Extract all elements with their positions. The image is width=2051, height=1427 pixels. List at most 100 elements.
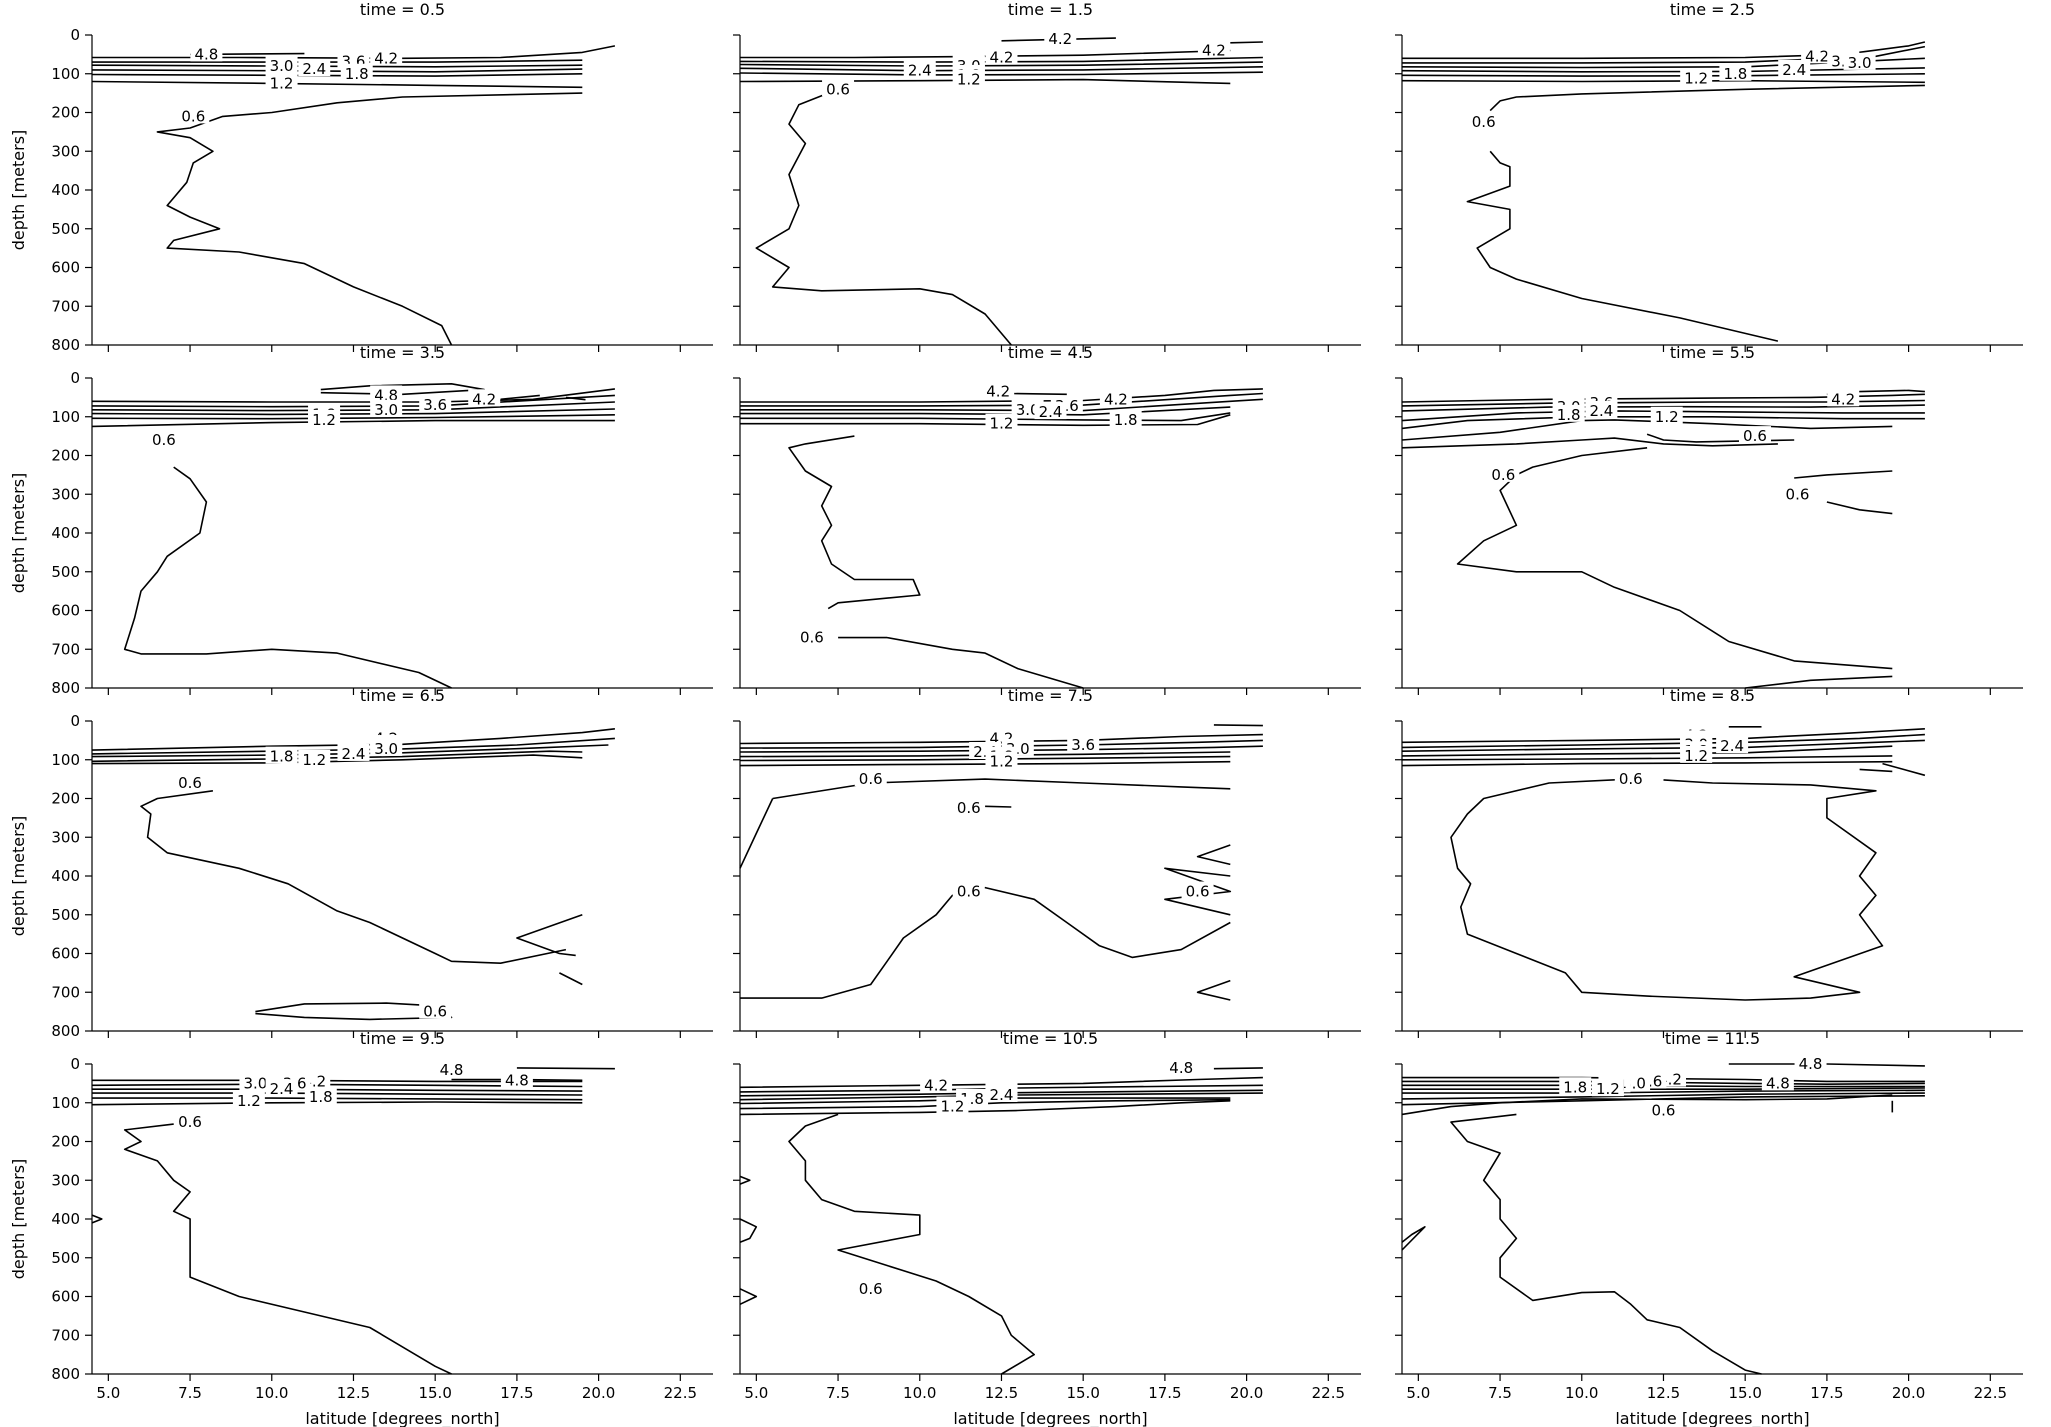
contour-line-2-4 bbox=[1401, 745, 1893, 757]
contour-label-bg bbox=[337, 743, 370, 761]
contour-line-3-6 bbox=[1401, 399, 1925, 407]
contour-label: 0.6 bbox=[859, 1280, 883, 1298]
y-tick-label: 500 bbox=[51, 906, 80, 924]
y-tick-label: 600 bbox=[51, 1288, 80, 1306]
contour-line-0-6 bbox=[91, 1214, 103, 1224]
contour-line-1-8 bbox=[740, 412, 1231, 422]
contour-label: 2.4 bbox=[1782, 61, 1806, 79]
contour-label: 0.6 bbox=[423, 1003, 447, 1021]
contour-line-2-4 bbox=[91, 750, 583, 763]
contour-line-0-6 bbox=[516, 914, 583, 957]
contour-label-bg bbox=[370, 48, 403, 66]
contour-line-1-2 bbox=[1401, 79, 1925, 84]
contour-line-0-6 bbox=[1401, 1094, 1893, 1116]
contour-line-2-4 bbox=[1401, 67, 1925, 73]
contour-line-0-6 bbox=[140, 790, 567, 964]
contour-line-4-2 bbox=[1230, 41, 1263, 44]
contour-label: 0.6 bbox=[800, 629, 824, 647]
contour-label-bg bbox=[903, 60, 936, 78]
contour-label: 4.2 bbox=[1831, 390, 1855, 408]
contour-line-0-6 bbox=[755, 88, 1012, 346]
contour-label: 0.6 bbox=[178, 774, 202, 792]
contour-label: 4.2 bbox=[990, 48, 1014, 66]
contour-label-bg bbox=[1067, 735, 1100, 753]
contour-label: 2.4 bbox=[270, 1080, 294, 1098]
contour-line-0-6 bbox=[1456, 447, 1893, 670]
contour-label-bg bbox=[985, 751, 1018, 769]
contour-label-bg bbox=[190, 44, 223, 62]
contour-line-3-6 bbox=[1402, 45, 1926, 64]
contour-line-1-8 bbox=[1401, 416, 1925, 430]
contour-label: 2.4 bbox=[1039, 403, 1063, 421]
contour-label-bg bbox=[340, 63, 373, 81]
y-tick-label: 800 bbox=[51, 679, 80, 697]
contour-label: 1.2 bbox=[990, 415, 1014, 433]
contour-line-1-8 bbox=[91, 754, 583, 765]
contour-line-0-6 bbox=[838, 636, 1084, 689]
contour-label: 1.2 bbox=[270, 74, 294, 92]
contour-label: 0.6 bbox=[957, 883, 981, 901]
contour-label-bg bbox=[1738, 426, 1771, 444]
contour-line-1-8 bbox=[91, 73, 583, 77]
contour-line-0-6 bbox=[1745, 675, 1893, 689]
contour-line-1-8 bbox=[739, 71, 1263, 76]
contour-line-0-6 bbox=[1450, 778, 1884, 1001]
panel-title: time = 11.5 bbox=[1665, 1029, 1760, 1048]
contour-line-1-2 bbox=[91, 1101, 583, 1106]
y-tick-label: 400 bbox=[51, 524, 80, 542]
contour-label: 3.0 bbox=[1848, 54, 1872, 72]
x-tick-label: 22.5 bbox=[664, 1384, 697, 1402]
contour-label: 1.2 bbox=[1655, 408, 1679, 426]
contour-line-0-6 bbox=[739, 798, 774, 869]
contour-label: 2.4 bbox=[990, 1086, 1014, 1104]
contour-line-4-8 bbox=[1728, 1063, 1925, 1067]
contour-line-1-8 bbox=[1402, 1089, 1925, 1094]
y-tick-label: 500 bbox=[51, 563, 80, 581]
contour-label-bg bbox=[298, 59, 331, 77]
contour-label-bg bbox=[985, 47, 1018, 65]
contour-label-bg bbox=[308, 409, 341, 427]
contour-label-bg bbox=[174, 1112, 207, 1130]
contour-label-bg bbox=[1794, 1054, 1827, 1071]
contour-label-bg bbox=[1591, 1079, 1624, 1097]
y-tick-label: 0 bbox=[70, 712, 80, 730]
contour-line-4-2 bbox=[1402, 41, 1926, 60]
contour-line-0-6 bbox=[739, 1218, 758, 1244]
contour-label: 3.0 bbox=[1016, 401, 1040, 419]
contour-label-bg bbox=[854, 769, 887, 787]
y-tick-label: 100 bbox=[51, 65, 80, 83]
contour-line-1-2 bbox=[1401, 419, 1893, 441]
contour-label: 0.6 bbox=[1472, 113, 1496, 131]
contour-label-bg bbox=[1099, 389, 1132, 407]
panel-1: time = 0.5 0 100 200 300 400 500 600 700 800 depth… bbox=[9, 0, 713, 354]
contour-label-bg bbox=[952, 881, 985, 899]
contour-label-bg bbox=[1680, 68, 1713, 86]
contour-line-0-6 bbox=[1196, 979, 1231, 1001]
contour-line-3 bbox=[740, 398, 1263, 412]
y-tick-label: 100 bbox=[51, 751, 80, 769]
x-tick-label: 12.5 bbox=[1647, 1384, 1680, 1402]
y-tick-label: 600 bbox=[51, 945, 80, 963]
panel-2: time = 1.54.24.24.23.63.02.41.81.20.6 bbox=[733, 0, 1361, 352]
contour-line-0-6 bbox=[1164, 867, 1232, 916]
contour-label: 2.4 bbox=[342, 745, 366, 763]
contour-label-bg bbox=[952, 69, 985, 87]
contour-line-1-2 bbox=[91, 419, 615, 428]
contour-line-0-6 bbox=[772, 778, 1231, 800]
contour-label-bg bbox=[265, 1079, 298, 1097]
contour-label-bg bbox=[1761, 1073, 1794, 1091]
contour-label: 4.8 bbox=[1169, 1059, 1193, 1077]
contour-line-1-2 bbox=[739, 760, 1231, 767]
x-tick-label: 10.0 bbox=[903, 1384, 936, 1402]
y-tick-label: 700 bbox=[51, 640, 80, 658]
contour-label: 1.8 bbox=[1557, 406, 1581, 424]
contour-label-bg bbox=[370, 399, 403, 417]
contour-label-bg bbox=[468, 389, 501, 407]
y-axis-label: depth [meters] bbox=[9, 816, 28, 937]
contour-line-0-6 bbox=[559, 972, 583, 986]
y-tick-label: 300 bbox=[51, 142, 80, 160]
contour-label-bg bbox=[822, 79, 855, 97]
x-axis-label: latitude [degrees_north] bbox=[305, 1409, 499, 1427]
contour-label-bg bbox=[1552, 404, 1585, 422]
